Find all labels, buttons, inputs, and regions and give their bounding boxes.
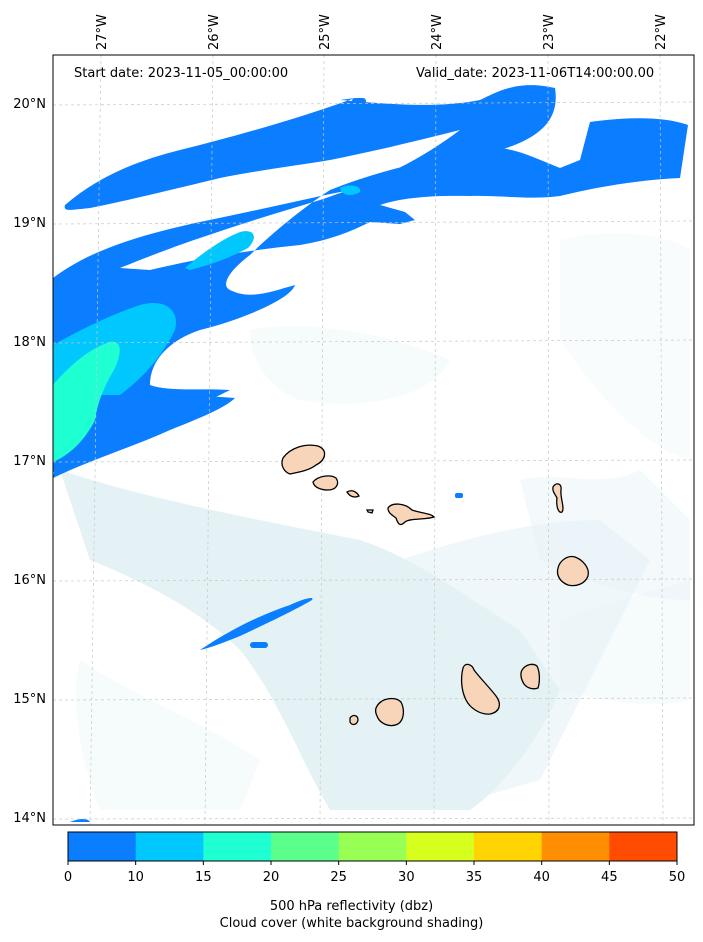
- island-fogo: [374, 697, 405, 727]
- lon-label-27w: 27°W: [95, 14, 110, 50]
- reflectivity-band-0-10: [53, 85, 688, 822]
- colorbar-tick-label: 50: [668, 870, 686, 885]
- colorbar-frame: [67, 831, 678, 862]
- colorbar-title-line1: 500 hPa reflectivity (dbz): [269, 899, 434, 914]
- lat-label-15n: 15°N: [13, 692, 46, 707]
- lat-label-18n: 18°N: [13, 335, 46, 350]
- valid-date-label: Valid_date: 2023-11-06T14:00:00.00: [416, 66, 655, 81]
- island-maio: [520, 663, 541, 690]
- island-sal: [552, 483, 564, 513]
- island-brava: [349, 714, 359, 726]
- colorbar-tick-label: 40: [533, 870, 550, 885]
- colorbar-segment: [406, 832, 475, 861]
- island-sao-vicente: [312, 475, 339, 491]
- colorbar-tick-label: 45: [601, 870, 618, 885]
- lon-label-24w: 24°W: [430, 14, 445, 50]
- colorbar: [67, 831, 678, 865]
- gridlines: [53, 55, 694, 825]
- lat-label-17n: 17°N: [13, 454, 46, 469]
- lon-label-22w: 22°W: [654, 14, 669, 50]
- island-santo-antao: [281, 444, 326, 475]
- lat-label-19n: 19°N: [13, 216, 46, 231]
- island-boa-vista: [556, 555, 589, 587]
- colorbar-tick-label: 20: [262, 870, 280, 885]
- colorbar-segment: [609, 832, 678, 861]
- reflectivity-band-15-20: [53, 341, 120, 462]
- colorbar-segment: [474, 832, 543, 861]
- colorbar-tick-label: 25: [330, 870, 347, 885]
- lat-label-16n: 16°N: [13, 573, 46, 588]
- colorbar-segment: [135, 832, 204, 861]
- lon-label-26w: 26°W: [207, 14, 222, 50]
- lon-label-23w: 23°W: [542, 14, 557, 50]
- start-date-label: Start date: 2023-11-05_00:00:00: [74, 66, 289, 81]
- map-frame: [52, 54, 695, 826]
- colorbar-segment: [68, 832, 137, 861]
- island-sao-nicolau: [387, 503, 436, 526]
- colorbar-segment: [203, 832, 272, 861]
- lon-label-25w: 25°W: [318, 14, 333, 50]
- colorbar-tick-label: 35: [465, 870, 483, 885]
- colorbar-segment: [338, 832, 407, 861]
- colorbar-segment: [271, 832, 340, 861]
- colorbar-tick-label: 30: [398, 870, 415, 885]
- cape-verde-islands: [281, 444, 589, 727]
- island-islet: [365, 509, 374, 514]
- lat-label-14n: 14°N: [13, 811, 46, 826]
- colorbar-tick-label: 10: [127, 870, 144, 885]
- colorbar-title-line2: Cloud cover (white background shading): [219, 916, 484, 931]
- lat-label-20n: 20°N: [13, 97, 46, 112]
- colorbar-segment: [541, 832, 610, 861]
- island-santa-luzia: [346, 490, 360, 498]
- colorbar-tick-label: 0: [63, 870, 73, 885]
- colorbar-tick-label: 15: [195, 870, 212, 885]
- island-santiago: [460, 663, 501, 715]
